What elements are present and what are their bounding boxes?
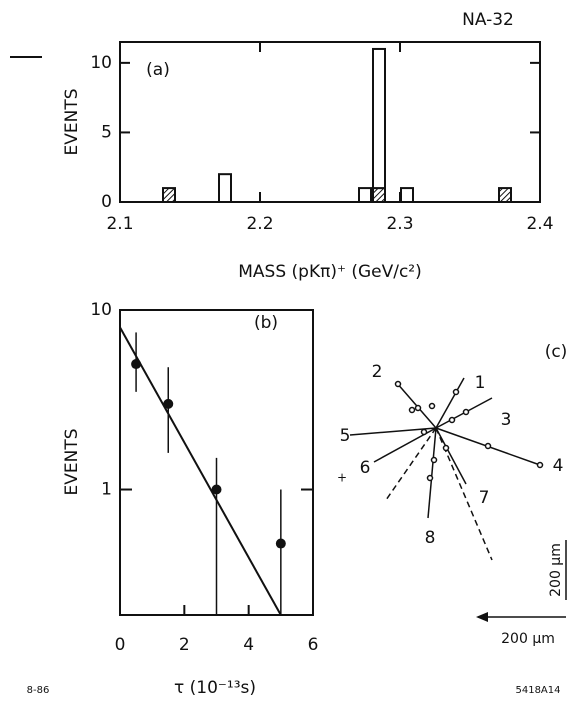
panel-label: (c) bbox=[545, 342, 568, 362]
x-axis-label: τ (10⁻¹³s) bbox=[174, 678, 256, 698]
track-label: 5 bbox=[340, 426, 351, 446]
vertex-diagram bbox=[349, 377, 544, 561]
data-point bbox=[211, 484, 222, 495]
x-tick-label: 2.3 bbox=[386, 214, 413, 234]
fit-line bbox=[119, 326, 282, 616]
plot-frame bbox=[119, 309, 314, 616]
bar bbox=[498, 187, 512, 204]
x-tick-label: 2.1 bbox=[106, 214, 133, 234]
track-label: 2 bbox=[372, 362, 383, 382]
y-tick-label: 10 bbox=[90, 53, 112, 73]
track-label: 4 bbox=[553, 456, 564, 476]
y-tick-label: 0 bbox=[101, 192, 112, 212]
track-label: 7 bbox=[479, 488, 490, 508]
bar bbox=[372, 187, 386, 204]
data-point bbox=[275, 538, 286, 549]
arrow-head bbox=[476, 612, 488, 622]
bar bbox=[162, 187, 176, 204]
bar bbox=[218, 173, 232, 204]
scale-label: 200 μm bbox=[548, 543, 564, 597]
x-axis-label: MASS (pKπ)⁺ (GeV/c²) bbox=[238, 262, 422, 282]
x-tick-label: 2.4 bbox=[526, 214, 553, 234]
data-point bbox=[131, 359, 142, 370]
panel-label: (a) bbox=[146, 60, 170, 80]
track-label: 1 bbox=[475, 373, 486, 393]
y-tick-label: 10 bbox=[90, 300, 112, 320]
marker: + bbox=[337, 471, 347, 485]
footer-note: 8-86 bbox=[27, 685, 50, 696]
x-tick-label: 6 bbox=[308, 635, 319, 655]
y-tick-label: 1 bbox=[101, 480, 112, 500]
bar bbox=[372, 47, 386, 190]
panel-label: (b) bbox=[254, 313, 278, 333]
bar bbox=[400, 187, 414, 204]
data-point bbox=[163, 398, 174, 409]
x-tick-label: 0 bbox=[115, 635, 126, 655]
scale-label: 200 μm bbox=[501, 631, 555, 647]
x-tick-label: 4 bbox=[243, 635, 254, 655]
bar bbox=[358, 187, 372, 204]
y-axis-label: EVENTS bbox=[62, 428, 82, 495]
track-label: 6 bbox=[360, 458, 371, 478]
y-tick-label: 5 bbox=[101, 122, 112, 142]
y-axis-label: EVENTS bbox=[62, 88, 82, 155]
footer-note: 5418A14 bbox=[515, 685, 560, 696]
x-tick-label: 2.2 bbox=[246, 214, 273, 234]
track-label: 8 bbox=[425, 528, 436, 548]
chart-title: NA-32 bbox=[462, 10, 514, 30]
track-label: 3 bbox=[501, 410, 512, 430]
x-tick-label: 2 bbox=[179, 635, 190, 655]
plot-frame bbox=[119, 41, 541, 203]
